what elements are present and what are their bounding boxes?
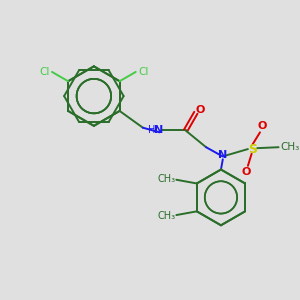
Text: Cl: Cl <box>39 67 50 77</box>
Text: N: N <box>154 125 163 136</box>
Text: O: O <box>257 121 266 131</box>
Text: N: N <box>218 150 227 160</box>
Text: S: S <box>248 142 257 156</box>
Text: CH₃: CH₃ <box>280 142 299 152</box>
Text: O: O <box>242 167 251 177</box>
Text: CH₃: CH₃ <box>158 211 176 221</box>
Text: Cl: Cl <box>138 67 148 77</box>
Text: CH₃: CH₃ <box>158 174 176 184</box>
Text: O: O <box>196 105 205 115</box>
Text: H: H <box>148 125 156 136</box>
